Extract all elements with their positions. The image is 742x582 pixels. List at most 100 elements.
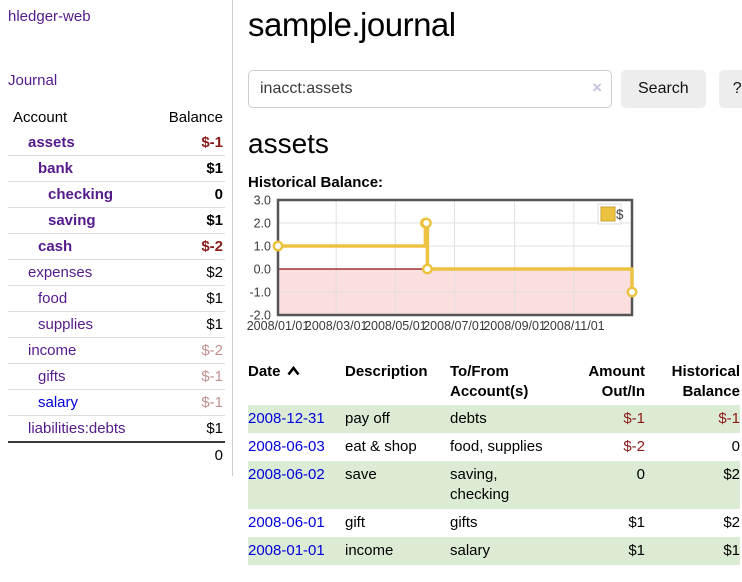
transaction-description: pay off bbox=[345, 410, 390, 427]
description-column-header: Description bbox=[345, 363, 428, 380]
sidebar-account-link-assets[interactable]: assets bbox=[28, 134, 75, 151]
account-column-header: Account bbox=[13, 109, 68, 126]
register-row: 2008-06-03 eat & shop food, supplies $-2 0 bbox=[248, 433, 740, 461]
chevron-up-icon bbox=[286, 362, 300, 382]
date-column-header[interactable]: Date bbox=[248, 358, 345, 405]
account-balance-table: Account Balance assets $-1 bank $1 checking 0… bbox=[8, 105, 225, 468]
sidebar-item-journal[interactable]: Journal bbox=[8, 72, 58, 89]
transaction-description: save bbox=[345, 466, 377, 483]
sidebar: hledger-web Journal Account Balance asse… bbox=[0, 0, 233, 565]
transaction-description: gift bbox=[345, 514, 366, 531]
account-row: expenses $2 bbox=[8, 259, 225, 286]
transaction-amount: $1 bbox=[628, 542, 645, 559]
page-title: sample.journal bbox=[248, 6, 456, 43]
account-row: saving $1 bbox=[8, 207, 225, 234]
account-balance-value: $-1 bbox=[150, 363, 225, 390]
transaction-date-link[interactable]: 2008-06-03 bbox=[248, 438, 325, 455]
account-table-body: assets $-1 bank $1 checking 0 saving $1 cash $-2 e… bbox=[8, 130, 225, 442]
search-button[interactable]: Search bbox=[621, 70, 706, 108]
svg-text:2008/09/01: 2008/09/01 bbox=[483, 319, 546, 333]
sidebar-account-link-expenses[interactable]: expenses bbox=[28, 264, 93, 281]
balance-column-header: Balance bbox=[168, 109, 223, 126]
clear-search-icon[interactable]: × bbox=[592, 78, 602, 97]
account-balance-value: $-1 bbox=[201, 134, 223, 151]
search-input[interactable] bbox=[248, 70, 612, 108]
account-total-value: 0 bbox=[8, 441, 225, 468]
account-balance-value: $1 bbox=[150, 155, 225, 182]
sidebar-account-link-supplies[interactable]: supplies bbox=[38, 316, 94, 333]
sidebar-account-link-food[interactable]: food bbox=[38, 290, 68, 307]
svg-text:2008/05/01: 2008/05/01 bbox=[364, 319, 427, 333]
amount-column-header: Amount Out/In bbox=[588, 363, 645, 400]
sidebar-account-link-salary[interactable]: salary bbox=[38, 394, 79, 411]
transaction-accounts: salary bbox=[450, 542, 491, 559]
transaction-balance: $2 bbox=[723, 466, 740, 483]
account-balance-value: 0 bbox=[150, 181, 225, 208]
account-table-header-row: Account Balance bbox=[8, 105, 225, 130]
search-box: × bbox=[248, 70, 612, 108]
sidebar-account-link-saving[interactable]: saving bbox=[48, 212, 96, 229]
transaction-date-link[interactable]: 2008-06-02 bbox=[248, 466, 325, 483]
svg-text:2008/03/01: 2008/03/01 bbox=[305, 319, 368, 333]
account-balance-value: $-2 bbox=[150, 233, 225, 260]
svg-text:-1.0: -1.0 bbox=[249, 286, 271, 300]
transaction-balance: $2 bbox=[723, 514, 740, 531]
transaction-amount: $-2 bbox=[623, 438, 645, 455]
transaction-balance: $-1 bbox=[718, 410, 740, 427]
svg-text:3.0: 3.0 bbox=[254, 195, 271, 208]
transaction-accounts: gifts bbox=[450, 514, 478, 531]
sidebar-account-link-bank[interactable]: bank bbox=[38, 160, 74, 177]
account-balance-value: $1 bbox=[150, 311, 225, 338]
sidebar-account-link-gifts[interactable]: gifts bbox=[38, 368, 66, 385]
register-header-row: Date Description To/From Account(s) Amou… bbox=[248, 358, 740, 405]
transaction-description: income bbox=[345, 542, 394, 559]
chart-container: $3.0 2.0 1.0 0.0 -1.0 -2.0 2008/01/01 2008/03/0… bbox=[244, 194, 742, 342]
register-row: 2008-06-01 gift gifts $1 $2 bbox=[248, 509, 740, 537]
register-table: Date Description To/From Account(s) Amou… bbox=[248, 358, 740, 565]
svg-text:2008/01/01: 2008/01/01 bbox=[247, 319, 310, 333]
account-row: income $-2 bbox=[8, 337, 225, 364]
svg-text:2.0: 2.0 bbox=[254, 217, 271, 231]
sidebar-account-link-income[interactable]: income bbox=[28, 342, 77, 359]
account-balance-value: $-2 bbox=[150, 337, 225, 364]
chart-title: Historical Balance: bbox=[248, 174, 384, 191]
transaction-date-link[interactable]: 2008-12-31 bbox=[248, 410, 325, 427]
transaction-accounts: food, supplies bbox=[450, 438, 543, 455]
svg-text:$: $ bbox=[616, 207, 624, 222]
transaction-accounts: debts bbox=[450, 410, 487, 427]
transaction-date-link[interactable]: 2008-06-01 bbox=[248, 514, 325, 531]
register-row: 2008-06-02 save saving, checking 0 $2 bbox=[248, 461, 740, 509]
sidebar-account-link-liabilities-debts[interactable]: liabilities:debts bbox=[28, 420, 126, 437]
svg-text:0.0: 0.0 bbox=[254, 263, 271, 277]
account-balance-value: $1 bbox=[150, 285, 225, 312]
account-balance-value: $1 bbox=[150, 415, 225, 442]
svg-text:2008/11/01: 2008/11/01 bbox=[543, 319, 605, 333]
balance-column-header-register: Historical Balance bbox=[671, 363, 740, 400]
account-row: salary $-1 bbox=[8, 389, 225, 416]
svg-text:-2.0: -2.0 bbox=[249, 309, 271, 323]
transaction-amount: 0 bbox=[636, 466, 645, 483]
date-header-label: Date bbox=[248, 363, 281, 380]
sidebar-account-link-cash[interactable]: cash bbox=[38, 238, 73, 255]
account-balance-value: $1 bbox=[150, 207, 225, 234]
account-row: bank $1 bbox=[8, 155, 225, 182]
main-content: sample.journal × Search ? assets Histori… bbox=[233, 0, 742, 565]
sidebar-account-link-checking[interactable]: checking bbox=[48, 186, 114, 203]
brand-link[interactable]: hledger-web bbox=[8, 8, 91, 25]
transaction-description: eat & shop bbox=[345, 438, 417, 455]
transaction-accounts: saving, checking bbox=[450, 466, 510, 503]
account-balance-value: $-1 bbox=[150, 389, 225, 416]
transaction-date-link[interactable]: 2008-01-01 bbox=[248, 542, 325, 559]
search-row: × Search ? bbox=[248, 70, 742, 108]
transaction-amount: $1 bbox=[628, 514, 645, 531]
register-table-body: 2008-12-31 pay off debts $-1 $-1 2008-06-03 ea… bbox=[248, 405, 740, 565]
account-row: liabilities:debts $1 bbox=[8, 415, 225, 442]
help-button[interactable]: ? bbox=[718, 70, 742, 108]
register-row: 2008-01-01 income salary $1 $1 bbox=[248, 537, 740, 565]
sidebar-inner: hledger-web Journal Account Balance asse… bbox=[0, 0, 233, 476]
account-row: cash $-2 bbox=[8, 233, 225, 260]
account-row: supplies $1 bbox=[8, 311, 225, 338]
account-row: gifts $-1 bbox=[8, 363, 225, 390]
svg-text:2008/07/01: 2008/07/01 bbox=[423, 319, 486, 333]
account-row: food $1 bbox=[8, 285, 225, 312]
